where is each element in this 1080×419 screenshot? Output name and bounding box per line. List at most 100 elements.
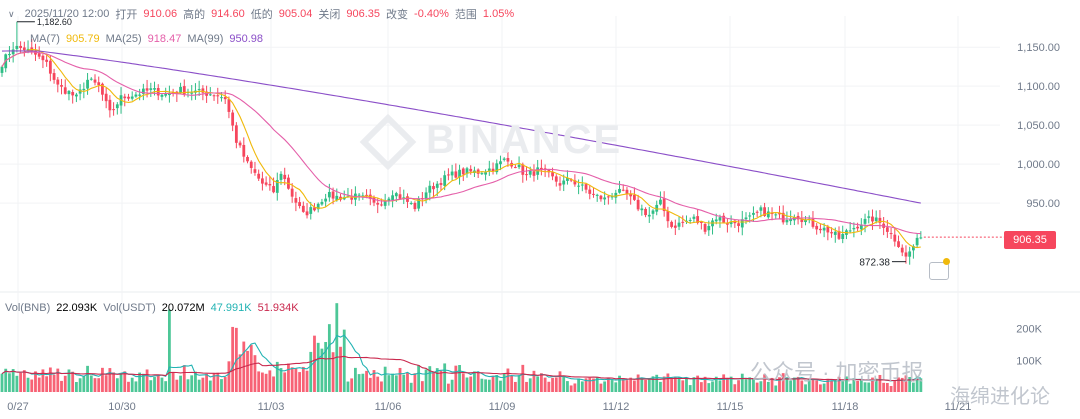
volume-bar — [606, 378, 610, 392]
ohlc-info-bar: ∨ 2025/11/20 12:00 打开 910.06 高的 914.60 低… — [8, 8, 515, 21]
candle-body — [361, 195, 365, 197]
volume-bar — [257, 371, 261, 392]
candle-body — [915, 237, 919, 246]
candle-body — [134, 94, 138, 97]
candle-body — [714, 219, 718, 222]
candle-body — [778, 213, 781, 215]
volume-bar — [428, 366, 432, 392]
volume-bar — [78, 378, 82, 392]
volume-bar — [800, 380, 804, 392]
candle-body — [63, 87, 67, 94]
volume-bar — [889, 386, 893, 392]
volume-bar — [171, 371, 175, 392]
volume-bar — [726, 379, 729, 392]
volume-bar — [763, 374, 766, 392]
volume-bar — [153, 377, 156, 392]
volume-bar — [610, 380, 614, 392]
time-tick-label: 11/09 — [489, 401, 516, 413]
candle-body — [60, 85, 63, 87]
volume-bar — [852, 378, 856, 392]
volume-bar — [350, 378, 354, 392]
volume-bar — [141, 373, 145, 392]
candle-body — [863, 218, 867, 224]
candle-body — [625, 189, 629, 195]
volume-bar — [56, 368, 60, 392]
candle-body — [502, 158, 506, 160]
volume-bar — [417, 365, 421, 392]
volume-bar — [89, 375, 93, 392]
candle-body — [487, 168, 491, 171]
candle-body — [394, 193, 398, 197]
candle-body — [647, 214, 651, 217]
candle-body — [93, 79, 97, 83]
volume-bar — [502, 373, 506, 392]
candle-body — [279, 173, 283, 180]
volume-bar — [859, 379, 863, 392]
candle-body — [673, 225, 677, 228]
volume-bar — [778, 377, 781, 392]
candle-body — [633, 194, 636, 200]
candle-body — [525, 174, 528, 176]
volume-bar — [491, 375, 495, 392]
candle-body — [268, 184, 272, 186]
volume-bar — [194, 371, 197, 392]
ma-legend: MA(7) 905.79 MA(25) 918.47 MA(99) 950.98 — [30, 33, 264, 45]
volume-bar — [119, 372, 123, 392]
chevron-down-icon[interactable]: ∨ — [8, 8, 15, 19]
candle-body — [264, 182, 268, 185]
volume-bar — [644, 379, 647, 392]
volume-bar — [495, 375, 499, 392]
candle-body — [889, 233, 893, 235]
candle-body — [71, 91, 75, 96]
candle-body — [837, 231, 841, 239]
candle-body — [130, 96, 134, 99]
volume-bar — [450, 379, 454, 392]
price-tick-label: 1,100.00 — [1017, 81, 1060, 93]
volume-bar — [108, 368, 112, 392]
candle-body — [447, 174, 450, 176]
volume-bar — [268, 370, 272, 392]
volume-bar — [279, 368, 283, 392]
candle-body — [283, 174, 287, 180]
candle-body — [309, 207, 313, 214]
volume-bar — [424, 369, 428, 392]
candle-body — [56, 79, 60, 85]
candle-body — [614, 192, 618, 198]
candle-body — [662, 198, 666, 212]
current-price-tag: 906.35 — [1004, 231, 1056, 249]
volume-bar — [577, 378, 580, 392]
volume-bar — [651, 376, 655, 392]
volume-bar — [201, 377, 205, 392]
candle-body — [153, 88, 156, 90]
candle-body — [290, 188, 294, 197]
candle-body — [666, 211, 670, 222]
volume-bar — [487, 379, 491, 392]
volume-bar — [670, 379, 673, 392]
candle-body — [145, 88, 149, 91]
volume-bar — [536, 376, 540, 392]
volume-bar — [484, 379, 487, 392]
volume-bar — [789, 380, 793, 392]
volume-bar — [588, 377, 592, 392]
candle-body — [197, 89, 201, 91]
candle-body — [841, 234, 845, 239]
calendar-icon[interactable] — [929, 262, 949, 280]
volume-bar — [770, 377, 774, 392]
candle-body — [435, 183, 439, 188]
volume-bar — [848, 383, 852, 392]
candle-body — [231, 112, 235, 126]
candle-body — [469, 168, 473, 172]
candle-body — [848, 230, 852, 232]
volume-bar — [443, 363, 447, 392]
volume-bar — [878, 374, 882, 392]
candle-body — [506, 158, 510, 162]
volume-bar — [636, 374, 640, 392]
time-tick-label: 11/18 — [832, 401, 859, 413]
volume-bar — [283, 372, 287, 392]
volume-bar — [908, 377, 912, 392]
candle-body — [856, 226, 859, 229]
volume-bar — [357, 374, 361, 392]
candle-body — [331, 191, 335, 199]
volume-bar — [792, 377, 796, 392]
